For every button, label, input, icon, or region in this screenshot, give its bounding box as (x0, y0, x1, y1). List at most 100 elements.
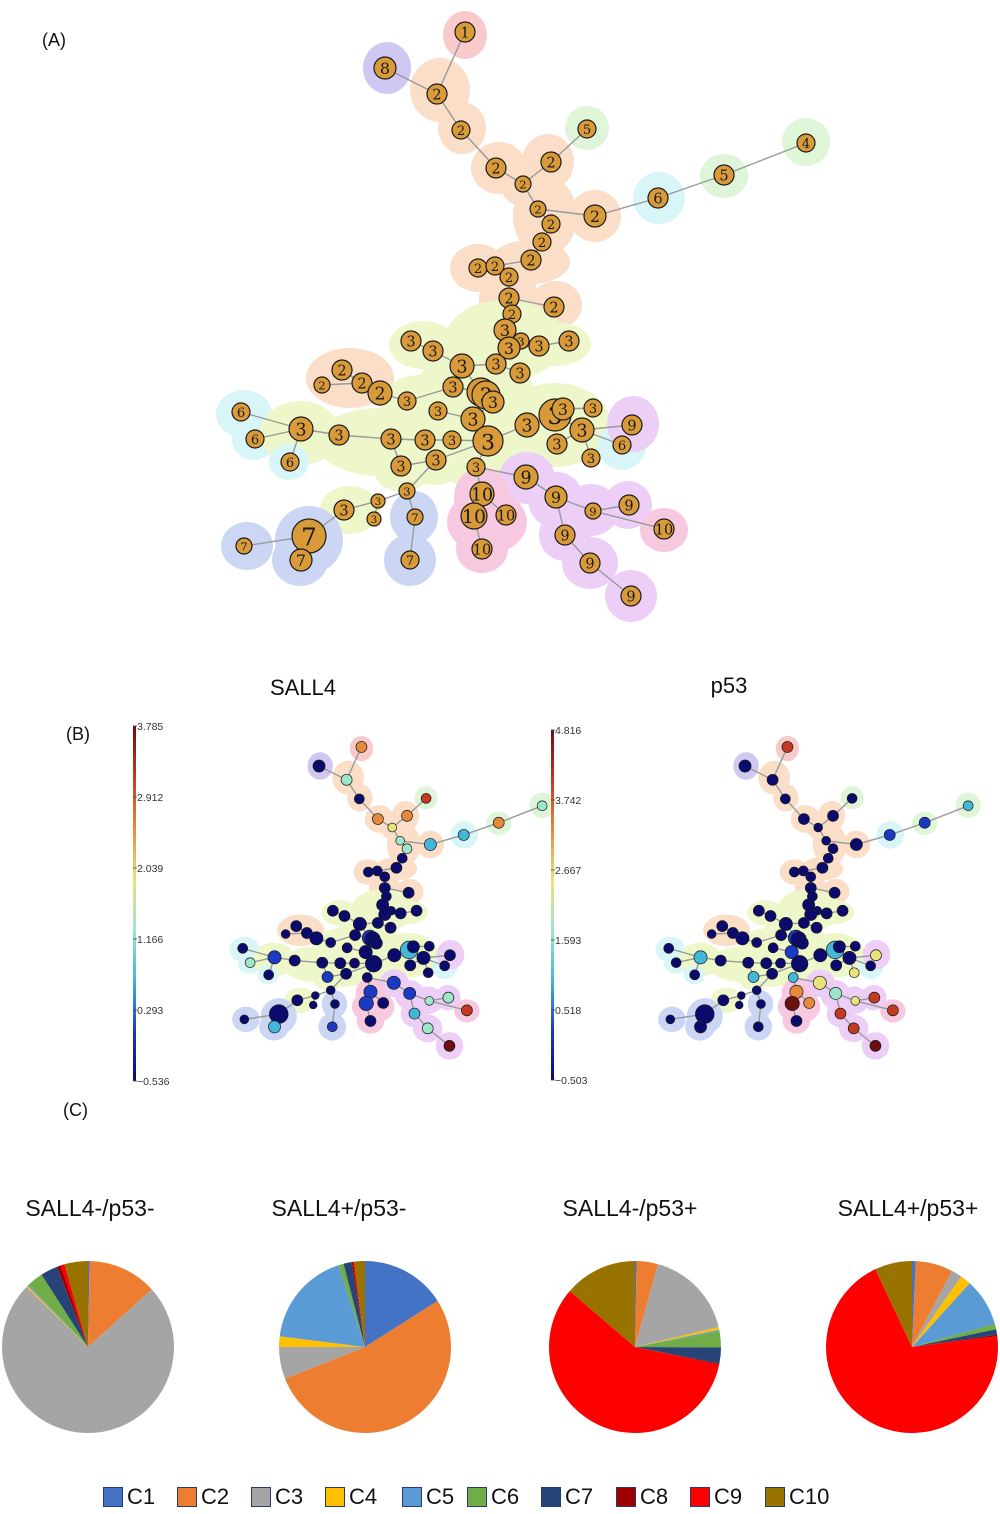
graph-node (485, 157, 507, 179)
pie-slice-c10 (354, 1261, 365, 1347)
node-cluster-label: 3 (339, 504, 348, 520)
pie-slice-c1 (365, 1261, 438, 1347)
pie-slice-c7 (343, 1262, 365, 1347)
pie-slice-c8 (56, 1265, 88, 1347)
node-cluster-label: 3 (587, 452, 595, 467)
graph-node (495, 504, 517, 526)
graph-node (832, 940, 846, 954)
pie-title-2: SALL4+/p53- (271, 1195, 407, 1221)
graph-node (442, 376, 464, 398)
graph-node (620, 585, 642, 607)
node-cluster-label: 3 (406, 335, 415, 351)
node-cluster-label: 3 (456, 358, 467, 378)
graph-node (330, 999, 340, 1009)
colorbar-tick-label: 4.816 (555, 725, 581, 737)
graph-node (351, 372, 373, 394)
graph-node (334, 957, 347, 970)
graph-node (421, 1022, 434, 1035)
graph-node (316, 956, 329, 969)
graph-node (372, 813, 384, 825)
node-cluster-label: 2 (457, 124, 465, 139)
graph-node (962, 800, 974, 812)
graph-node (836, 904, 849, 917)
pie-slice-c9 (353, 1261, 365, 1347)
pie-slice-c10 (569, 1261, 635, 1347)
network-graph-sall4 (229, 735, 555, 1060)
graph-node (775, 957, 786, 969)
legend-swatch (177, 1487, 197, 1507)
node-cluster-label: 3 (420, 434, 429, 450)
graph-node (849, 838, 863, 851)
graph-node (870, 949, 882, 962)
graph-edge (436, 31, 466, 95)
graph-node (349, 929, 361, 941)
graph-edge (723, 142, 807, 176)
graph-node (387, 948, 402, 963)
graph-node (289, 548, 313, 572)
graph-node (790, 1015, 803, 1027)
graph-node (245, 429, 265, 449)
node-cluster-label: 9 (624, 499, 633, 515)
graph-node (422, 967, 434, 979)
colorbar-tick-label: 2.039 (137, 863, 163, 875)
graph-node (361, 972, 373, 983)
graph-node (457, 829, 470, 841)
graph-node (372, 865, 383, 877)
colorbar-tick-label: 2.667 (555, 865, 581, 877)
map-title-p53: p53 (710, 673, 748, 698)
graph-node (358, 995, 374, 1011)
pie-slice-c7 (41, 1266, 88, 1347)
graph-node (694, 1020, 707, 1034)
node-cluster-label: 3 (576, 422, 587, 442)
pie-chart-2 (279, 1261, 452, 1433)
graph-node (569, 417, 595, 443)
legend-swatch (251, 1487, 271, 1507)
graph-node (714, 954, 727, 967)
colorbar-tick-label: 3.742 (555, 795, 581, 807)
graph-node (449, 353, 475, 379)
node-cluster-label: 3 (558, 400, 568, 419)
graph-node (280, 452, 300, 472)
graph-node (536, 800, 548, 812)
node-cluster-label: 3 (371, 515, 377, 526)
graph-node (327, 1021, 338, 1033)
pie-slice-c7 (912, 1329, 998, 1347)
node-cluster-label: 9 (585, 557, 594, 573)
node-cluster-label: 10 (655, 523, 673, 539)
graph-node (751, 985, 762, 995)
node-cluster-label: 2 (337, 364, 346, 380)
node-cluster-label: 7 (240, 539, 247, 553)
colorbar-tick-label: 2.912 (137, 792, 163, 804)
graph-node (444, 949, 456, 962)
graph-node (820, 907, 833, 920)
pie-slice-c3 (912, 1270, 962, 1347)
graph-node (653, 518, 675, 540)
graph-node (263, 969, 274, 981)
graph-node (333, 499, 355, 521)
graph-node (812, 975, 827, 990)
legend-label: C3 (275, 1484, 304, 1509)
graph-node (551, 397, 575, 421)
node-cluster-label: 10 (462, 507, 486, 528)
graph-node (439, 960, 450, 972)
graph-node (326, 904, 339, 917)
node-cluster-label: 1 (460, 26, 469, 42)
graph-node (365, 955, 383, 973)
graph-node (403, 987, 417, 1000)
node-cluster-label: 2 (547, 218, 555, 233)
graph-node (583, 398, 603, 418)
graph-node (370, 493, 386, 509)
graph-node (509, 362, 531, 384)
node-cluster-label: 2 (491, 162, 500, 178)
graph-node (756, 999, 766, 1009)
map-title-sall4: SALL4 (269, 675, 337, 700)
node-cluster-label: 6 (618, 439, 626, 454)
node-cluster-label: 2 (432, 88, 441, 104)
node-cluster-label: 10 (473, 543, 491, 559)
graph-node (803, 997, 816, 1009)
graph-node (373, 56, 397, 80)
graph-node (288, 416, 314, 442)
graph-nodes (663, 741, 974, 1052)
graph-node (737, 991, 746, 1000)
